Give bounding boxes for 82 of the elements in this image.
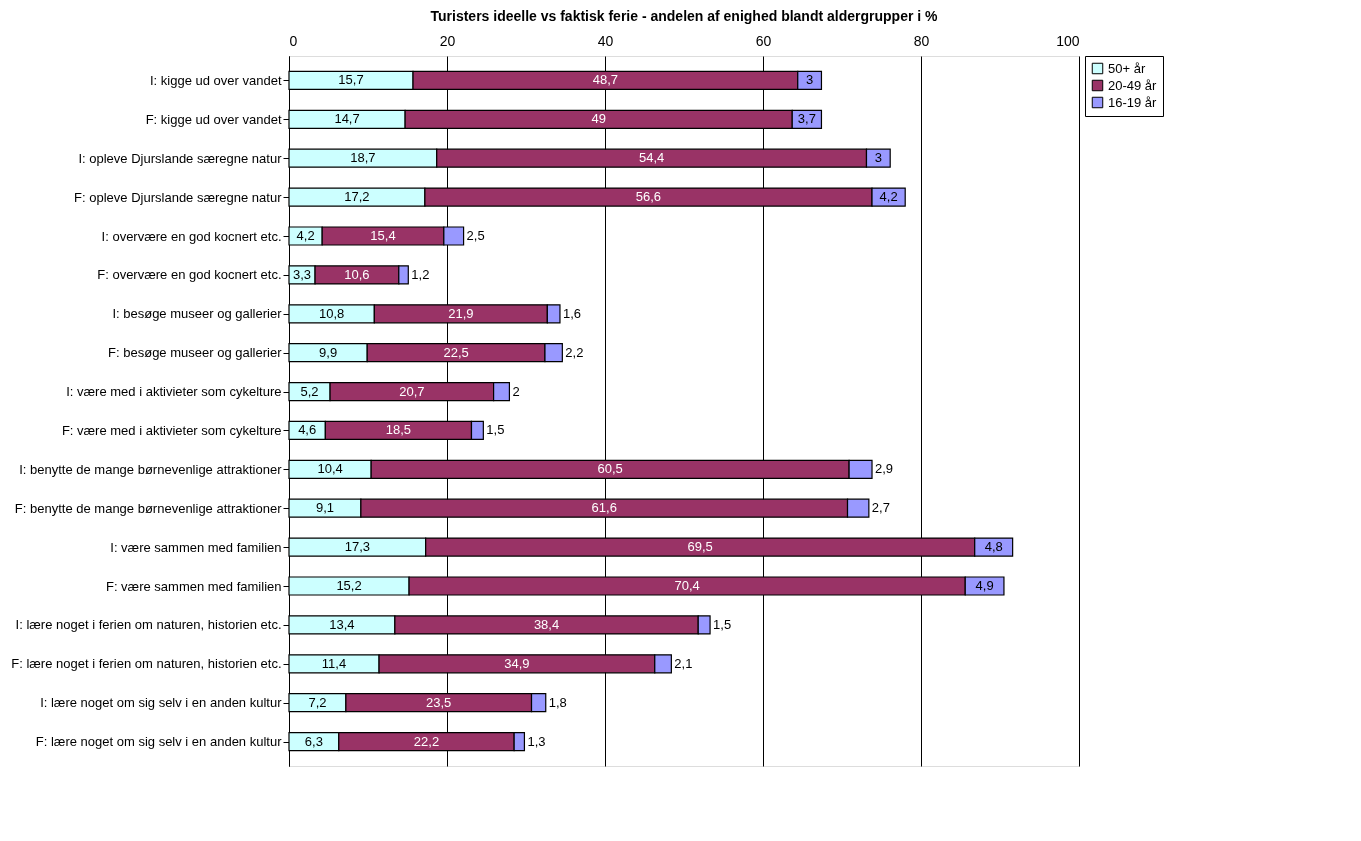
data-label: 23,5 <box>426 694 452 710</box>
x-tick-label: 40 <box>597 32 614 49</box>
x-tick-label: 100 <box>1056 32 1080 49</box>
y-tick-label: F: være sammen med familien <box>105 578 282 594</box>
data-label: 7,2 <box>308 694 327 710</box>
chart-title: Turisters ideelle vs faktisk ferie - andelen af enighed blandt aldergrupper i % <box>430 8 939 24</box>
data-label: 1,6 <box>562 305 582 321</box>
data-label: 2,2 <box>565 344 584 360</box>
y-tick-label: F: lære noget i ferien om naturen, historien etc. <box>11 656 282 672</box>
data-label: 20,7 <box>399 383 425 399</box>
data-label: 18,7 <box>350 150 376 166</box>
data-label: 6,3 <box>304 733 323 749</box>
data-label: 15,7 <box>338 72 364 88</box>
data-label: 18,5 <box>385 422 412 438</box>
data-label: 10,8 <box>319 305 345 321</box>
y-tick-label: F: opleve Djurslande særegne natur <box>74 189 283 205</box>
y-tick-label: I: besøge museer og gallerier <box>112 306 283 322</box>
data-label: 1,8 <box>548 694 567 710</box>
data-label: 14,7 <box>334 111 360 127</box>
data-label: 11,4 <box>321 655 347 671</box>
data-label: 4,2 <box>296 228 315 243</box>
data-label: 17,3 <box>344 539 370 555</box>
data-label: 4,2 <box>879 189 898 205</box>
data-label: 38,4 <box>533 616 560 632</box>
data-label: 3,3 <box>293 266 312 282</box>
data-label: 2 <box>512 383 520 399</box>
data-label: 1,2 <box>411 266 430 282</box>
y-tick-label: I: overvære en god kocnert etc. <box>101 228 282 244</box>
y-tick-label: I: lære noget om sig selv i en anden kultur <box>40 695 283 711</box>
data-label: 49 <box>591 111 606 127</box>
data-label: 70,4 <box>674 578 700 593</box>
y-tick-label: F: kigge ud over vandet <box>145 111 282 127</box>
data-label: 13,4 <box>329 616 355 632</box>
data-label: 5,2 <box>300 383 319 399</box>
data-label: 22,5 <box>443 344 469 360</box>
legend-label: 16-19 år <box>1108 94 1158 110</box>
data-label: 10,4 <box>317 461 343 477</box>
y-tick-label: I: være sammen med familien <box>110 539 282 555</box>
data-label: 3 <box>874 150 882 166</box>
x-tick-label: 0 <box>289 32 298 49</box>
data-label: 4,6 <box>298 422 317 438</box>
data-label: 9,9 <box>319 344 338 360</box>
legend-label: 50+ år <box>1108 60 1146 76</box>
data-label: 10,6 <box>344 266 370 282</box>
y-tick-label: I: kigge ud over vandet <box>149 72 282 88</box>
data-label: 48,7 <box>592 72 619 88</box>
data-label: 9,1 <box>315 500 334 516</box>
y-tick-label: I: benytte de mange børnevenlige attraktioner <box>19 461 283 477</box>
data-label: 34,9 <box>504 655 530 671</box>
data-label: 21,9 <box>448 305 474 321</box>
y-tick-label: I: opleve Djurslande særegne natur <box>78 150 283 166</box>
data-label: 69,5 <box>687 539 713 555</box>
y-tick-label: F: være med i aktivieter som cykelture <box>61 422 282 438</box>
data-label: 3 <box>805 72 814 88</box>
data-label: 17,2 <box>344 189 370 205</box>
data-label: 15,2 <box>336 578 362 593</box>
y-tick-label: F: besøge museer og gallerier <box>108 345 283 361</box>
data-label: 4,9 <box>975 578 994 593</box>
data-label: 2,7 <box>871 500 890 516</box>
data-label: 1,5 <box>713 616 732 632</box>
y-tick-label: F: overvære en god kocnert etc. <box>97 267 282 283</box>
data-label: 56,6 <box>635 189 662 205</box>
data-label: 2,9 <box>875 461 894 477</box>
data-label: 1,3 <box>527 733 546 749</box>
data-label: 54,4 <box>638 150 665 166</box>
legend-label: 20-49 år <box>1108 77 1158 93</box>
x-tick-label: 60 <box>755 32 772 49</box>
y-tick-label: F: benytte de mange børnevenlige attraktioner <box>14 500 283 516</box>
data-label: 15,4 <box>370 228 396 243</box>
data-label: 2,1 <box>674 655 693 671</box>
data-label: 2,5 <box>466 228 485 243</box>
data-label: 22,2 <box>413 733 440 749</box>
data-label: 60,5 <box>597 461 623 477</box>
y-tick-label: I: lære noget i ferien om naturen, historien etc. <box>15 617 282 633</box>
y-tick-label: F: lære noget om sig selv i en anden kultur <box>35 734 283 750</box>
data-label: 4,8 <box>984 539 1003 555</box>
x-tick-label: 20 <box>439 32 456 49</box>
x-tick-label: 80 <box>913 32 930 49</box>
data-label: 1,5 <box>486 422 505 438</box>
data-label: 61,6 <box>591 500 617 516</box>
data-label: 3,7 <box>797 111 816 127</box>
y-tick-label: I: være med i aktivieter som cykelture <box>66 384 282 400</box>
